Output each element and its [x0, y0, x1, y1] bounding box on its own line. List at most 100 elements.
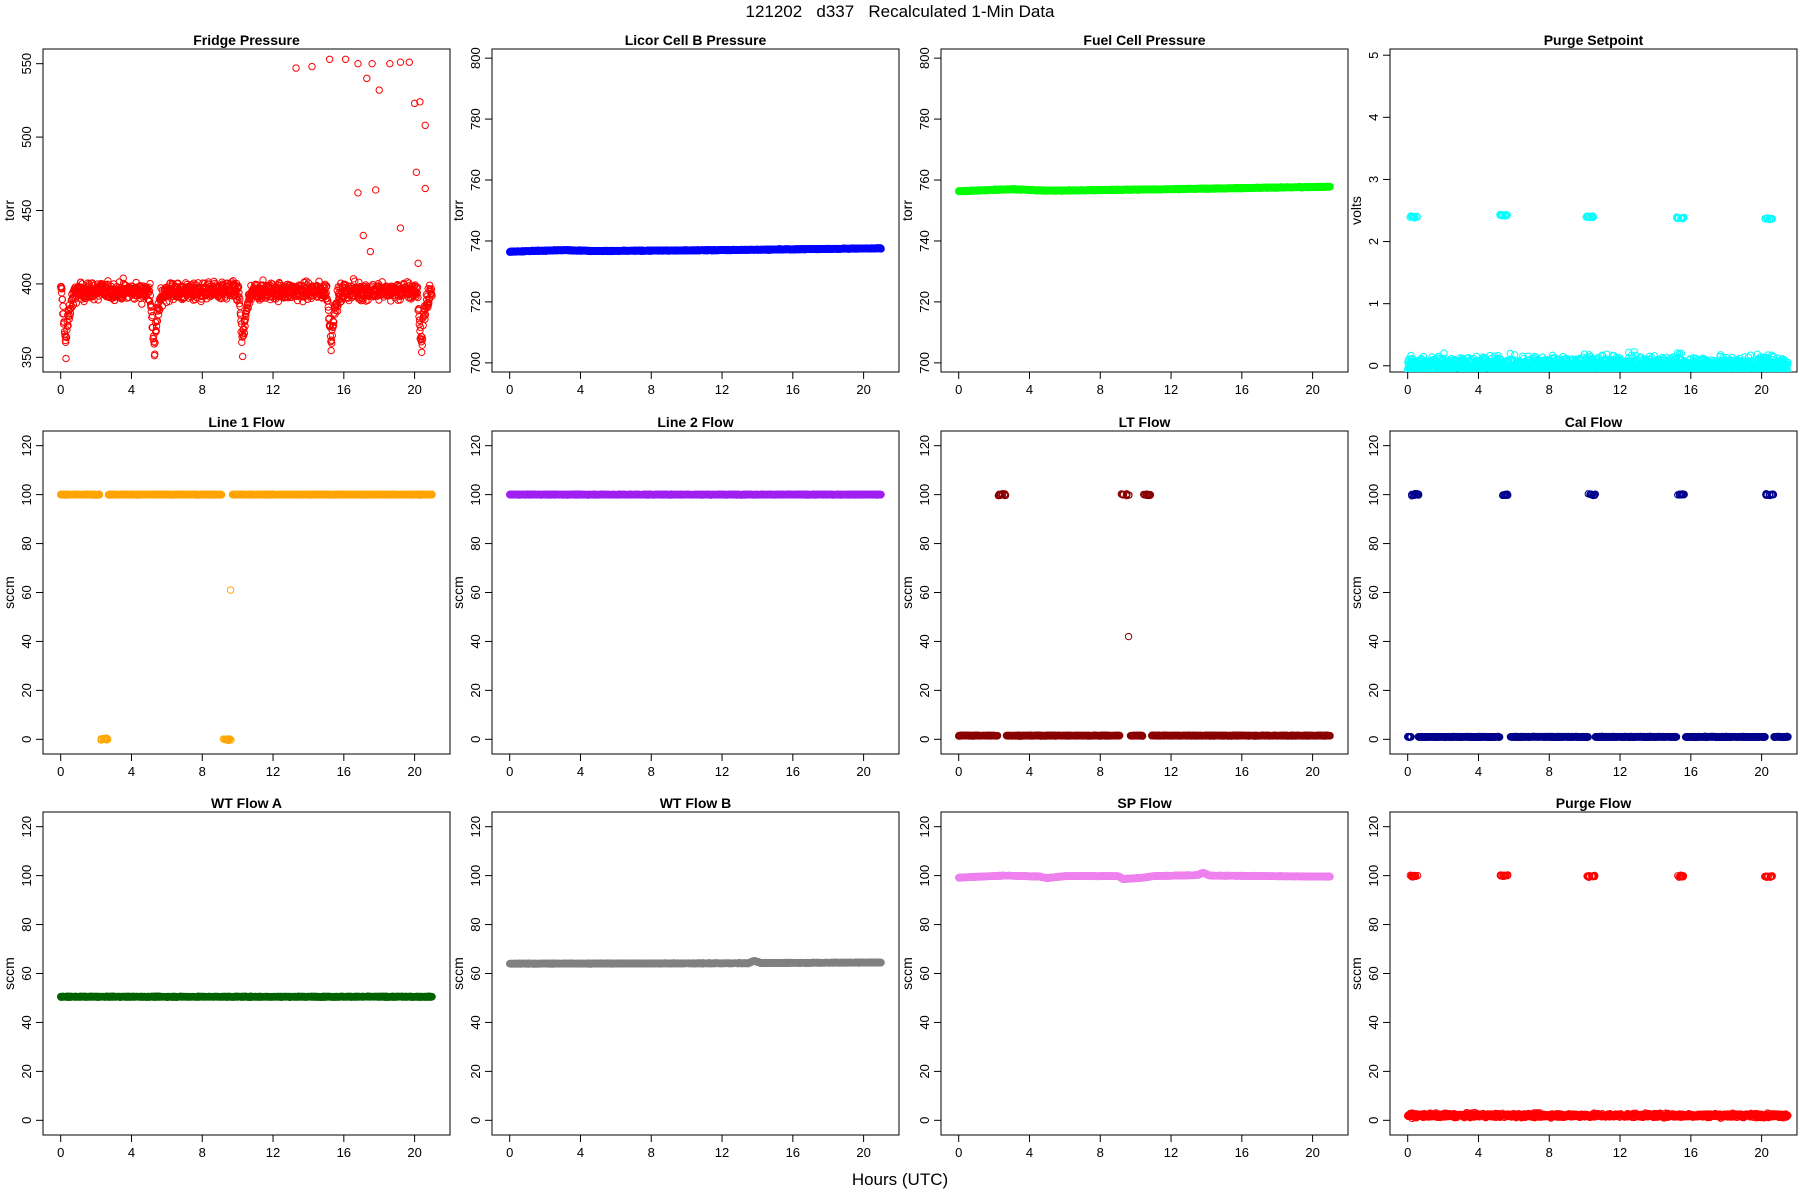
y-tick-label: 780 [917, 108, 932, 130]
data-point-outlier [405, 58, 413, 66]
data-point [237, 317, 245, 325]
data-points [56, 55, 436, 363]
data-point [329, 322, 338, 330]
data-point [149, 335, 158, 343]
data-point [421, 310, 430, 319]
data-point [119, 279, 128, 288]
y-tick-label: 550 [19, 53, 34, 75]
data-point [62, 338, 70, 346]
data-point [421, 315, 429, 323]
y-tick-label: 800 [917, 47, 932, 69]
data-point [238, 352, 247, 361]
data-point [414, 293, 422, 302]
data-point [88, 279, 96, 287]
data-points [954, 182, 1334, 196]
data-point [94, 296, 102, 304]
x-tick-label: 4 [1026, 382, 1033, 397]
data-point-outlier [421, 184, 429, 193]
x-tick-label: 20 [856, 382, 870, 397]
x-tick-label: 16 [1235, 382, 1249, 397]
data-point-outlier [414, 259, 422, 268]
data-point-outlier [325, 55, 334, 63]
x-tick-label: 20 [1754, 382, 1768, 397]
data-point-outlier [410, 99, 419, 108]
y-tick-label: 500 [19, 126, 34, 148]
data-point [327, 336, 336, 344]
data-point [418, 335, 427, 344]
figure-title: 121202 d337 Recalculated 1-Min Data [0, 2, 1800, 22]
y-tick-label: 2 [1366, 238, 1381, 245]
y-tick-label: 3 [1366, 176, 1381, 183]
data-point-outlier [386, 59, 394, 68]
data-point [396, 296, 404, 304]
data-point [152, 327, 160, 335]
panel-title: Licor Cell B Pressure [625, 32, 767, 48]
data-point [274, 297, 283, 306]
data-point [333, 307, 342, 315]
data-point [244, 304, 252, 312]
data-point [62, 333, 71, 342]
data-point-outlier [396, 58, 405, 66]
plot-frame [940, 48, 1349, 373]
data-point-outlier [359, 231, 367, 240]
data-point-outlier [366, 247, 375, 256]
x-tick-label: 0 [1404, 382, 1411, 397]
y-tick-label: 760 [917, 169, 932, 191]
data-point-outlier [412, 168, 421, 177]
x-tick-label: 8 [199, 382, 206, 397]
data-point [156, 306, 164, 314]
data-point [327, 346, 335, 355]
data-point [240, 329, 249, 337]
y-tick-label: 720 [468, 291, 483, 313]
y-tick-label: 720 [917, 291, 932, 313]
data-point [428, 292, 436, 300]
x-tick-label: 16 [337, 382, 351, 397]
data-point [58, 295, 67, 304]
data-point [413, 283, 422, 292]
data-point [246, 299, 254, 307]
data-point-outlier [308, 62, 316, 71]
data-point-outlier [371, 186, 380, 194]
y-axis-label: volts [1348, 196, 1364, 225]
data-point [1420, 371, 1426, 372]
x-tick-label: 12 [1164, 382, 1178, 397]
data-point [242, 312, 250, 320]
x-tick-label: 20 [407, 382, 421, 397]
data-point [323, 282, 331, 290]
panel-title: Fridge Pressure [193, 32, 300, 48]
y-axis-label: torr [899, 200, 915, 221]
data-point [330, 318, 338, 326]
panel-fuel-cell-pressure: Fuel Cell Pressuretorr700720740760780800… [899, 32, 1349, 397]
data-point [235, 299, 244, 308]
y-tick-label: 700 [917, 352, 932, 374]
y-tick-label: 5 [1366, 52, 1381, 59]
x-tick-label: 8 [648, 382, 655, 397]
data-point [328, 331, 337, 340]
y-tick-label: 450 [19, 200, 34, 222]
data-point [67, 304, 75, 313]
data-point [877, 245, 885, 253]
data-point [146, 300, 155, 309]
data-point [1326, 183, 1334, 191]
data-point [77, 278, 85, 286]
data-point [337, 297, 346, 305]
data-point-outlier [416, 98, 424, 106]
data-point [1424, 371, 1430, 372]
x-tick-label: 12 [266, 382, 280, 397]
y-axis-label: torr [1, 200, 17, 221]
data-point [146, 291, 155, 300]
y-tick-label: 740 [468, 230, 483, 252]
data-point [1419, 352, 1428, 361]
data-point-outlier [341, 55, 350, 63]
data-point [328, 339, 336, 347]
data-point [420, 311, 429, 320]
data-point [63, 322, 72, 330]
data-point [151, 318, 160, 327]
y-tick-label: 400 [19, 273, 34, 295]
y-tick-label: 800 [468, 47, 483, 69]
panel-licor-cell-b-pressure: Licor Cell B Pressuretorr700720740760780… [450, 32, 900, 397]
y-tick-label: 700 [468, 352, 483, 374]
